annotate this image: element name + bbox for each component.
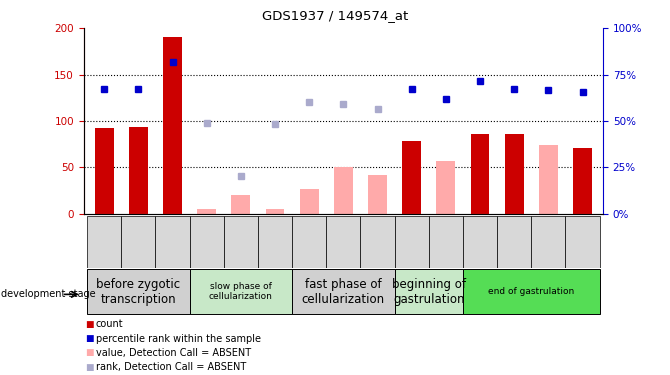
Bar [505, 134, 523, 214]
Bar [463, 216, 497, 268]
Bar [95, 128, 114, 214]
Text: beginning of
gastrulation: beginning of gastrulation [392, 278, 466, 306]
Bar [360, 216, 395, 268]
Bar [198, 209, 216, 214]
Bar [190, 216, 224, 268]
Text: ■: ■ [85, 334, 93, 343]
Bar [402, 141, 421, 214]
Bar [258, 216, 292, 268]
Bar [232, 195, 251, 214]
Bar [573, 148, 592, 214]
Bar [292, 269, 395, 314]
Text: percentile rank within the sample: percentile rank within the sample [96, 334, 261, 344]
Bar [463, 269, 600, 314]
Text: ■: ■ [85, 363, 93, 372]
Bar [395, 216, 429, 268]
Text: value, Detection Call = ABSENT: value, Detection Call = ABSENT [96, 348, 251, 358]
Bar [368, 175, 387, 214]
Bar [497, 216, 531, 268]
Bar [266, 209, 285, 214]
Bar [121, 216, 155, 268]
Bar [190, 269, 292, 314]
Text: before zygotic
transcription: before zygotic transcription [96, 278, 180, 306]
Bar [565, 216, 600, 268]
Bar [87, 216, 121, 268]
Bar [87, 269, 190, 314]
Text: slow phase of
cellularization: slow phase of cellularization [209, 282, 273, 301]
Text: ■: ■ [85, 348, 93, 357]
Bar [155, 216, 190, 268]
Bar [292, 216, 326, 268]
Bar [299, 189, 319, 214]
Bar [129, 128, 148, 214]
Text: rank, Detection Call = ABSENT: rank, Detection Call = ABSENT [96, 362, 246, 372]
Bar [224, 216, 258, 268]
Text: ■: ■ [85, 320, 93, 329]
Bar [539, 145, 557, 214]
Bar [470, 134, 489, 214]
Text: count: count [96, 320, 123, 329]
Bar [163, 38, 182, 214]
Bar [436, 161, 455, 214]
Bar [429, 216, 463, 268]
Bar [395, 269, 463, 314]
Text: fast phase of
cellularization: fast phase of cellularization [302, 278, 385, 306]
Text: GDS1937 / 149574_at: GDS1937 / 149574_at [262, 9, 408, 22]
Text: end of gastrulation: end of gastrulation [488, 287, 574, 296]
Text: development stage: development stage [1, 290, 96, 299]
Bar [326, 216, 360, 268]
Bar [531, 216, 565, 268]
Bar [334, 167, 353, 214]
